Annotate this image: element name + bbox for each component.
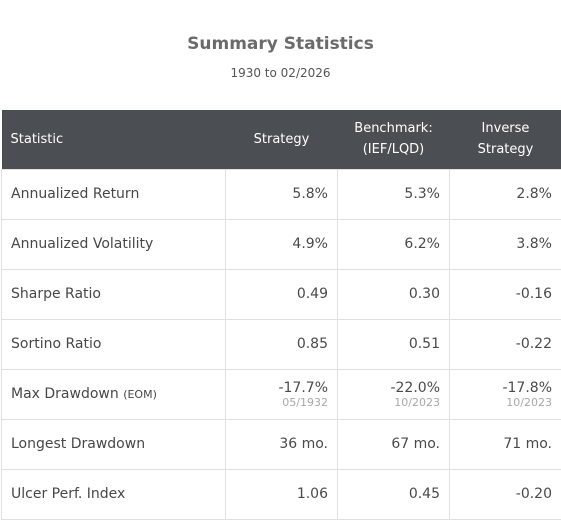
row-label-text: Max Drawdown [11,386,119,402]
row-label: Annualized Volatility [1,218,226,270]
benchmark-value: 6.2% [337,218,450,270]
row-label: Max Drawdown (EOM) [1,368,226,420]
eom-note: (EOM) [123,388,157,401]
drawdown-value: -17.8% [502,379,552,396]
header-benchmark-line1: Benchmark: [354,121,433,137]
drawdown-date: 05/1932 [282,395,328,409]
header-inverse-strategy: Inverse Strategy [450,110,561,169]
row-longest-drawdown: Longest Drawdown 36 mo. 67 mo. 71 mo. [1,418,561,470]
strategy-value: 0.49 [225,268,338,320]
header-benchmark: Benchmark: (IEF/LQD) [338,110,450,169]
table-header: Statistic Strategy Benchmark: (IEF/LQD) … [1,110,561,169]
header-strategy-label: Strategy [253,131,310,147]
date-range-subtitle: 1930 to 02/2026 [230,66,331,80]
row-annualized-return: Annualized Return 5.8% 5.3% 2.8% [1,168,561,220]
header-inverse-line2: Strategy [477,142,534,158]
header-strategy: Strategy [226,110,338,169]
header-row: Statistic Strategy Benchmark: (IEF/LQD) … [1,110,561,169]
strategy-value: 0.85 [225,318,338,370]
row-label: Sortino Ratio [1,318,226,370]
inverse-value: 3.8% [449,218,561,270]
header-inverse-line1: Inverse [481,121,530,137]
benchmark-value: 0.45 [337,468,450,520]
strategy-value: 1.06 [225,468,338,520]
inverse-value: -0.22 [449,318,561,370]
benchmark-value: -22.0% 10/2023 [337,368,450,420]
benchmark-value: 0.30 [337,268,450,320]
strategy-value: 4.9% [225,218,338,270]
inverse-value: 2.8% [449,168,561,220]
benchmark-value: 67 mo. [337,418,450,470]
row-label: Annualized Return [1,168,226,220]
header-benchmark-line2: (IEF/LQD) [362,142,425,158]
row-ulcer-perf-index: Ulcer Perf. Index 1.06 0.45 -0.20 [1,468,561,520]
page-title: Summary Statistics [187,34,374,54]
drawdown-value: -22.0% [390,379,440,396]
strategy-value: -17.7% 05/1932 [225,368,338,420]
drawdown-date: 10/2023 [506,395,552,409]
row-max-drawdown: Max Drawdown (EOM) -17.7% 05/1932 -22.0%… [1,368,561,420]
row-label: Ulcer Perf. Index [1,468,226,520]
summary-statistics-table: Statistic Strategy Benchmark: (IEF/LQD) … [1,110,561,520]
strategy-value: 36 mo. [225,418,338,470]
row-label: Sharpe Ratio [1,268,226,320]
header-statistic: Statistic [2,110,226,169]
header-statistic-label: Statistic [10,131,64,147]
row-sharpe-ratio: Sharpe Ratio 0.49 0.30 -0.16 [1,268,561,320]
table-body: Annualized Return 5.8% 5.3% 2.8% Annuali… [1,168,561,520]
inverse-value: -0.20 [449,468,561,520]
inverse-value: -17.8% 10/2023 [449,368,561,420]
strategy-value: 5.8% [225,168,338,220]
inverse-value: 71 mo. [449,418,561,470]
benchmark-value: 5.3% [337,168,450,220]
benchmark-value: 0.51 [337,318,450,370]
row-label: Longest Drawdown [1,418,226,470]
row-annualized-volatility: Annualized Volatility 4.9% 6.2% 3.8% [1,218,561,270]
inverse-value: -0.16 [449,268,561,320]
drawdown-value: -17.7% [278,379,328,396]
row-sortino-ratio: Sortino Ratio 0.85 0.51 -0.22 [1,318,561,370]
drawdown-date: 10/2023 [394,395,440,409]
